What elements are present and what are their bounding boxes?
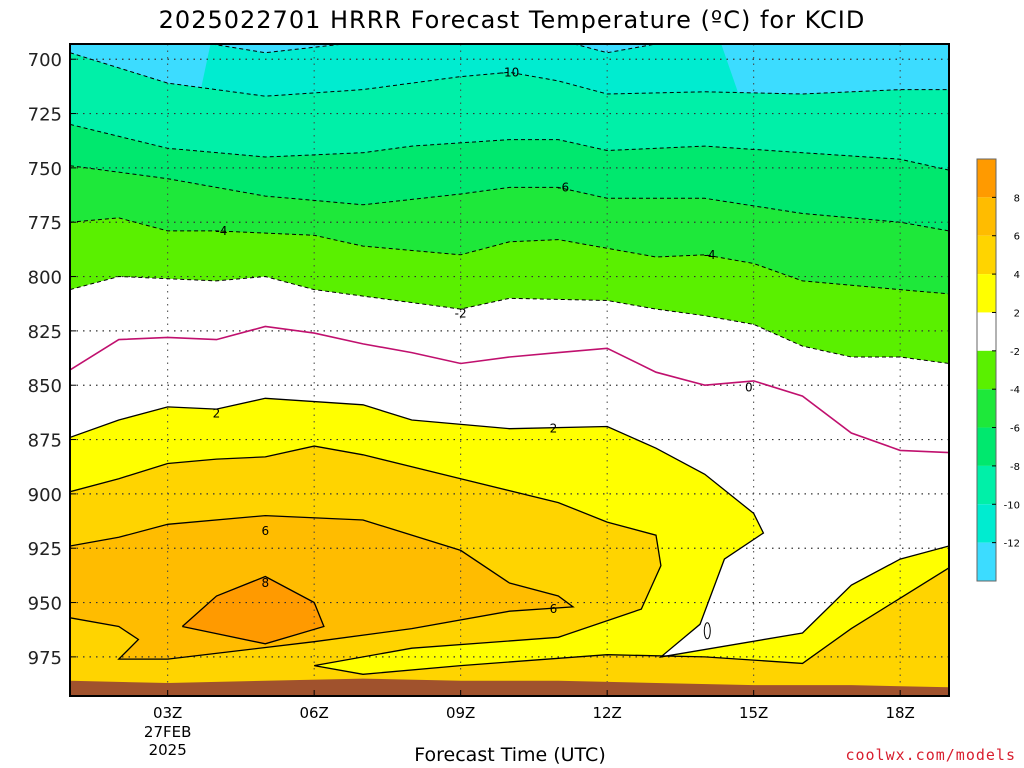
warm-pocket: [703, 622, 711, 640]
contour-label: 2: [550, 422, 558, 436]
colorbar-swatch: [977, 542, 996, 581]
contour-label: 2: [213, 406, 221, 420]
contour-label: -4: [215, 224, 227, 238]
contour-label: -10: [500, 65, 520, 79]
isotherm--8: [70, 123, 949, 171]
x-tick-label: 12Z: [592, 704, 621, 722]
contour-label: 6: [262, 524, 270, 538]
colorbar-label: 2: [1014, 308, 1020, 319]
colorbar-label: -6: [1010, 424, 1020, 435]
terrain-fill: [70, 678, 949, 696]
colorbar-label: -12: [1004, 539, 1020, 550]
colorbar-label: 4: [1014, 270, 1020, 281]
x-date-label: 27FEB: [144, 723, 191, 741]
colorbar-swatch: [977, 427, 996, 466]
y-tick-label: 725: [28, 105, 62, 126]
colorbar-label: -4: [1010, 385, 1020, 396]
y-tick-label: 925: [28, 539, 62, 560]
x-tick-label: 06Z: [299, 704, 328, 722]
contour-label: -2: [455, 306, 467, 320]
credit-link[interactable]: coolwx.com/models: [845, 746, 1016, 764]
colorbar-swatch: [977, 159, 996, 198]
colorbar-label: 8: [1014, 193, 1020, 204]
x-tick-label: 15Z: [739, 704, 768, 722]
ground-terrain: [70, 678, 949, 696]
contour-label: 0: [745, 380, 753, 394]
contour-label: 6: [550, 602, 558, 616]
colorbar-swatch: [977, 274, 996, 313]
temperature-fill-layers: [70, 44, 949, 696]
colorbar-label: -2: [1010, 347, 1020, 358]
plot-frame: [69, 43, 950, 697]
colorbar-label: -8: [1010, 462, 1020, 473]
x-tick-label: 03Z: [153, 704, 182, 722]
y-tick-label: 950: [28, 594, 62, 615]
y-tick-label: 900: [28, 485, 62, 506]
y-tick-label: 975: [28, 648, 62, 669]
chart-title: 2025022701 HRRR Forecast Temperature (ºC…: [158, 6, 866, 34]
x-tick-label: 09Z: [446, 704, 475, 722]
colorbar: 8 6 4 2 -2 -4 -6 -8 -10 -12: [976, 158, 1020, 582]
colorbar-swatch: [977, 350, 996, 390]
isotherm--2: [70, 275, 949, 364]
colorbar-frame: [976, 158, 997, 582]
isotherm-lines: [70, 44, 949, 675]
isotherm-8: [181, 575, 325, 645]
colorbar-label: 6: [1014, 232, 1020, 243]
y-tick-label: 775: [28, 213, 62, 234]
y-tick-label: 700: [28, 50, 62, 71]
y-tick-label: 800: [28, 268, 62, 289]
isotherm--10: [70, 52, 949, 97]
colorbar-swatch: [977, 389, 996, 428]
band-fill-8: [182, 576, 324, 644]
colorbar-swatch: [977, 235, 996, 275]
grid-lines: [70, 44, 949, 696]
isotherm-0: [70, 325, 949, 454]
contour-label: -6: [557, 180, 569, 194]
isotherm-6: [70, 514, 575, 660]
band-fill-6: [70, 515, 573, 696]
y-tick-label: 825: [28, 322, 62, 343]
colorbar-swatch: [977, 504, 996, 543]
isotherm-2: [70, 397, 949, 658]
contour-label: 8: [262, 576, 270, 590]
colorbar-swatch: [977, 197, 996, 236]
colorbar-swatch: [977, 312, 996, 351]
x-tick-label: 18Z: [885, 704, 914, 722]
colorbar-swatch: [977, 465, 996, 505]
y-axis: 700 725 750 775 800 825 850 875 900 925 950 975: [28, 50, 76, 669]
y-tick-label: 875: [28, 431, 62, 452]
contour-label: -4: [704, 248, 716, 262]
isotherm-4: [70, 445, 949, 675]
x-axis-title: Forecast Time (UTC): [414, 744, 606, 766]
colorbar-label: -10: [1004, 500, 1020, 511]
y-tick-label: 850: [28, 376, 62, 397]
isotherm--4: [70, 217, 949, 295]
x-date-label: 2025: [149, 741, 187, 759]
contour-labels: -10 -6 -4 -4 -2 0 2 2 6 8 6: [213, 65, 753, 616]
y-tick-label: 750: [28, 159, 62, 180]
isotherm--12: [211, 44, 720, 54]
